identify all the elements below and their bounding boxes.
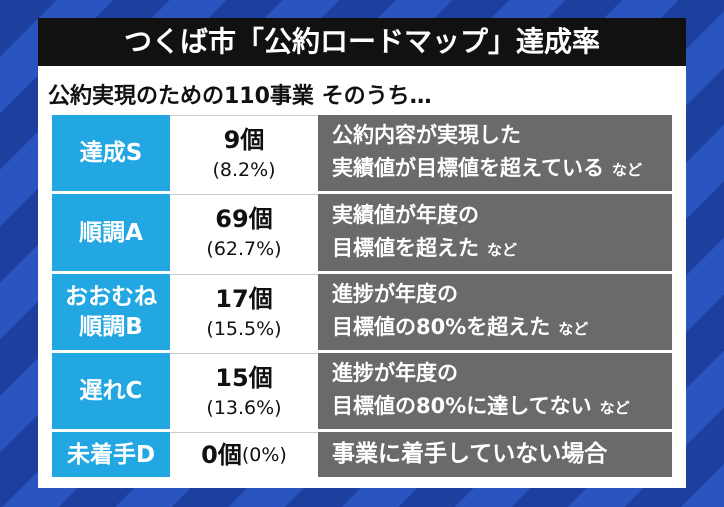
- description-cell: 実績値が年度の 目標値を超えた など: [318, 194, 672, 271]
- description-text: 進捗が年度の: [332, 282, 458, 306]
- count-cell: 69個 (62.7%): [170, 194, 318, 271]
- description-line: 事業に着手していない場合: [332, 438, 672, 471]
- grade-label: 未着手D: [66, 441, 156, 468]
- percent: (8.2%): [212, 158, 276, 181]
- table-row: 未着手D 0個 (0%) 事業に着手していない場合: [52, 432, 672, 480]
- count-cell: 17個 (15.5%): [170, 274, 318, 350]
- panel: つくば市「公約ロードマップ」達成率 公約実現のための110事業 そのうち… 達成…: [38, 18, 686, 488]
- count: 17個: [215, 284, 273, 313]
- table-row: 順調A 69個 (62.7%) 実績値が年度の 目標値を超えた など: [52, 194, 672, 274]
- percent: (62.7%): [206, 238, 282, 260]
- description-text: 進捗が年度の: [332, 361, 458, 385]
- count-cell: 9個 (8.2%): [170, 115, 318, 191]
- grade-cell: 遅れC: [52, 353, 170, 429]
- grade-label: 達成S: [79, 140, 143, 166]
- subtitle: 公約実現のための110事業 そのうち…: [48, 84, 432, 109]
- description-text: 目標値を超えた: [332, 235, 479, 260]
- grade-cell: 未着手D: [52, 432, 170, 477]
- description-line: 進捗が年度の: [332, 357, 672, 390]
- note: など: [599, 399, 630, 417]
- table: 達成S 9個 (8.2%) 公約内容が実現した 実績値が目標値を超えている など 順調A 69…: [52, 115, 672, 480]
- note: など: [611, 161, 642, 179]
- description-text: 目標値の80%を超えた: [332, 315, 551, 339]
- count-cell: 15個 (13.6%): [170, 353, 318, 429]
- description-line: 実績値が目標値を超えている など: [332, 152, 672, 187]
- grade-cell: 順調A: [52, 194, 170, 271]
- count: 15個: [215, 363, 273, 392]
- count: 0個: [201, 441, 242, 469]
- description-text: 目標値の80%に達してない: [332, 394, 592, 418]
- percent: (13.6%): [206, 396, 282, 419]
- count: 9個: [223, 125, 265, 154]
- note: など: [487, 240, 518, 259]
- description-line: 目標値を超えた など: [332, 232, 672, 267]
- table-row: おおむね順調B 17個 (15.5%) 進捗が年度の目標値の80%を超えた など: [52, 274, 672, 353]
- description-line: 目標値の80%に達してない など: [332, 390, 672, 425]
- description-cell: 進捗が年度の目標値の80%を超えた など: [318, 274, 672, 350]
- count-cell: 0個 (0%): [170, 432, 318, 477]
- grade-cell: おおむね順調B: [52, 274, 170, 350]
- description-text: 公約内容が実現した: [332, 123, 521, 147]
- description-cell: 公約内容が実現した実績値が目標値を超えている など: [318, 115, 672, 191]
- grade-label: おおむね: [65, 284, 157, 310]
- description-cell: 進捗が年度の目標値の80%に達してない など: [318, 353, 672, 429]
- table-row: 達成S 9個 (8.2%) 公約内容が実現した実績値が目標値を超えている など: [52, 115, 672, 194]
- grade-cell: 達成S: [52, 115, 170, 191]
- count: 69個: [215, 205, 273, 233]
- description-line: 公約内容が実現した: [332, 119, 672, 152]
- grade-label: 順調B: [79, 314, 143, 340]
- description-line: 目標値の80%を超えた など: [332, 311, 672, 346]
- title: つくば市「公約ロードマップ」達成率: [38, 18, 686, 66]
- note: など: [558, 320, 589, 338]
- description-text: 実績値が目標値を超えている: [332, 156, 604, 180]
- description-text: 事業に着手していない場合: [332, 441, 608, 467]
- percent: (0%): [241, 444, 287, 466]
- table-row: 遅れC 15個 (13.6%) 進捗が年度の目標値の80%に達してない など: [52, 353, 672, 432]
- description-cell: 事業に着手していない場合: [318, 432, 672, 477]
- percent: (15.5%): [206, 317, 282, 340]
- description-line: 進捗が年度の: [332, 278, 672, 311]
- description-line: 実績値が年度の: [332, 199, 672, 232]
- description-text: 実績値が年度の: [332, 202, 479, 227]
- grade-label: 順調A: [79, 219, 143, 246]
- grade-label: 遅れC: [79, 378, 143, 404]
